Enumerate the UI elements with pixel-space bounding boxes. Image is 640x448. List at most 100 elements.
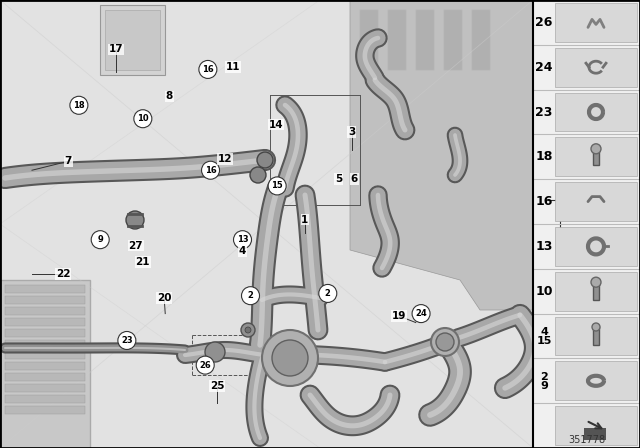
Text: 10: 10 — [137, 114, 148, 123]
Polygon shape — [350, 0, 533, 310]
Text: 16: 16 — [535, 195, 553, 208]
Text: 351778: 351778 — [568, 435, 605, 445]
Text: 8: 8 — [166, 91, 173, 101]
Text: 23: 23 — [535, 105, 553, 119]
Text: 19: 19 — [392, 311, 406, 321]
Text: 12: 12 — [218, 154, 232, 164]
Bar — [593, 149, 599, 165]
Text: 25: 25 — [210, 381, 225, 391]
Bar — [5, 384, 85, 392]
Bar — [444, 10, 462, 70]
Bar — [555, 272, 637, 310]
Text: 14: 14 — [269, 120, 284, 129]
Bar — [5, 351, 85, 359]
Text: 20: 20 — [157, 293, 172, 303]
Bar — [5, 362, 85, 370]
Bar — [472, 10, 490, 70]
Bar — [472, 10, 490, 70]
Bar — [555, 317, 637, 355]
Bar — [388, 10, 406, 70]
Text: 9: 9 — [97, 235, 103, 244]
Circle shape — [412, 305, 430, 323]
Text: 5: 5 — [335, 174, 342, 184]
Text: 16: 16 — [202, 65, 214, 74]
Text: 3: 3 — [348, 127, 355, 137]
Bar — [100, 5, 165, 75]
Bar — [593, 327, 599, 345]
Circle shape — [199, 60, 217, 78]
Text: 22: 22 — [56, 269, 70, 279]
Bar — [555, 362, 637, 400]
Text: 4: 4 — [540, 327, 548, 337]
Text: 15: 15 — [271, 181, 283, 190]
Circle shape — [92, 231, 109, 249]
Bar — [388, 10, 406, 70]
Bar — [360, 10, 378, 70]
Text: 26: 26 — [535, 16, 553, 29]
Circle shape — [126, 211, 144, 229]
Circle shape — [205, 342, 225, 362]
Bar — [5, 285, 85, 293]
Bar — [5, 318, 85, 326]
Bar — [5, 296, 85, 304]
Circle shape — [241, 323, 255, 337]
Text: 13: 13 — [237, 235, 248, 244]
Bar — [5, 340, 85, 348]
Circle shape — [272, 340, 308, 376]
Text: 27: 27 — [129, 241, 143, 250]
Circle shape — [134, 110, 152, 128]
Bar — [105, 10, 160, 70]
Circle shape — [591, 277, 601, 287]
Text: 18: 18 — [73, 101, 84, 110]
Text: 23: 23 — [121, 336, 132, 345]
Text: 4: 4 — [239, 246, 246, 256]
Circle shape — [268, 177, 286, 195]
Circle shape — [70, 96, 88, 114]
Circle shape — [234, 231, 252, 249]
Bar — [555, 138, 637, 176]
Circle shape — [250, 167, 266, 183]
Circle shape — [118, 332, 136, 349]
Circle shape — [436, 333, 454, 351]
Bar — [555, 93, 637, 131]
Circle shape — [592, 323, 600, 331]
Circle shape — [319, 284, 337, 302]
Bar — [0, 280, 90, 448]
Text: 7: 7 — [65, 156, 72, 166]
Circle shape — [591, 144, 601, 154]
Text: 18: 18 — [535, 150, 553, 164]
Bar — [5, 406, 85, 414]
Bar — [555, 48, 637, 86]
Text: 10: 10 — [535, 284, 553, 298]
Bar — [0, 0, 533, 448]
Text: 2: 2 — [540, 372, 548, 382]
Bar — [555, 3, 637, 42]
Circle shape — [431, 328, 459, 356]
Bar — [555, 227, 637, 266]
Text: 26: 26 — [199, 361, 211, 370]
Text: 24: 24 — [535, 60, 553, 74]
Bar — [444, 10, 462, 70]
Bar — [5, 373, 85, 381]
Text: 6: 6 — [351, 174, 358, 184]
Text: 16: 16 — [205, 166, 216, 175]
Circle shape — [262, 330, 318, 386]
Text: 2: 2 — [325, 289, 331, 298]
Bar — [555, 182, 637, 221]
Circle shape — [245, 327, 251, 333]
Circle shape — [257, 152, 273, 168]
Text: 1: 1 — [301, 215, 308, 224]
Bar — [593, 282, 599, 300]
Bar — [533, 0, 640, 448]
Bar — [5, 329, 85, 337]
Bar — [555, 406, 637, 445]
Bar — [5, 395, 85, 403]
Text: 2: 2 — [248, 291, 253, 300]
Bar — [5, 307, 85, 315]
Bar — [416, 10, 434, 70]
Circle shape — [196, 356, 214, 374]
Circle shape — [202, 161, 220, 179]
Text: 11: 11 — [226, 62, 241, 72]
Bar — [360, 10, 378, 70]
Text: 24: 24 — [415, 309, 427, 318]
